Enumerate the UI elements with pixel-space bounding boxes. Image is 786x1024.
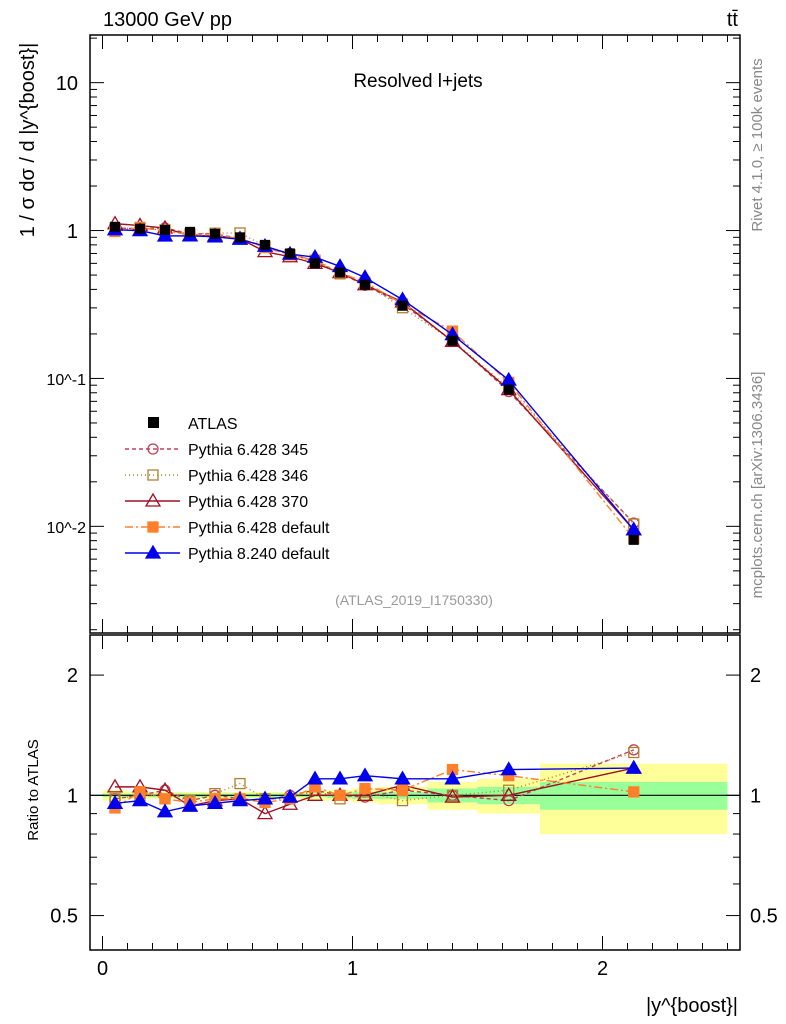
atlas-point	[628, 534, 639, 545]
legend-marker	[144, 492, 162, 507]
data-point	[106, 795, 124, 809]
ratio-frame	[89, 634, 741, 951]
legend-marker	[147, 443, 159, 455]
ratio-ylabel: Ratio to ATLAS	[25, 739, 42, 840]
data-point	[444, 788, 461, 803]
atlas-point	[447, 335, 458, 346]
atlas-point	[285, 248, 295, 259]
ratio-y-tick-label-right: 1	[750, 785, 761, 807]
legend-label: Pythia 6.428 370	[188, 494, 308, 511]
ratio-y-tick-label-right: 0.5	[750, 906, 778, 928]
data-point	[231, 792, 249, 807]
y-tick-label: 10^-2	[46, 520, 86, 537]
data-point	[159, 793, 171, 805]
atlas-point	[397, 300, 408, 311]
data-point	[628, 746, 640, 759]
data-point	[156, 227, 174, 242]
atlas-point	[160, 224, 170, 235]
x-tick-label: 0	[97, 958, 108, 980]
x-tick-label: 1	[347, 958, 358, 980]
ratio-y-tick-label-right: 2	[750, 665, 761, 687]
header-right: tt̄	[727, 9, 739, 31]
chart-title: Resolved l+jets	[353, 71, 482, 92]
data-point	[234, 777, 246, 790]
header-left: 13000 GeV pp	[103, 9, 232, 31]
data-point	[500, 787, 517, 801]
data-point	[334, 789, 346, 801]
atlas-point	[135, 223, 145, 234]
data-point	[356, 787, 374, 801]
atlas-point	[360, 279, 370, 290]
data-point	[156, 803, 174, 818]
y-tick-label: 10	[56, 73, 78, 95]
atlas-point	[235, 232, 245, 243]
legend-label: Pythia 6.428 345	[188, 442, 308, 459]
y-tick-label: 1	[67, 221, 78, 243]
main-ylabel: 1 / σ dσ / d |y^{boost}|	[17, 43, 39, 238]
data-point	[625, 759, 642, 774]
series-line	[114, 226, 635, 540]
data-point	[356, 767, 374, 782]
data-point	[306, 787, 324, 801]
legend-label: Pythia 6.428 default	[188, 520, 330, 537]
legend-marker	[147, 469, 159, 481]
data-point	[396, 784, 409, 796]
atlas-point	[185, 226, 195, 237]
data-point	[628, 786, 640, 798]
ratio-y-tick-label: 0.5	[50, 906, 78, 928]
data-point	[306, 770, 324, 785]
atlas-point	[503, 384, 514, 395]
data-point	[444, 770, 461, 785]
legend-label: Pythia 8.240 default	[188, 546, 330, 563]
data-point	[331, 770, 349, 785]
analysis-label: (ATLAS_2019_I1750330)	[335, 592, 493, 608]
y-tick-label: 10^-1	[46, 372, 86, 389]
data-point	[106, 778, 124, 793]
atlas-point	[260, 239, 270, 250]
legend-label: Pythia 6.428 346	[188, 468, 308, 485]
data-point	[625, 521, 642, 536]
atlas-point	[310, 258, 320, 269]
data-point	[281, 788, 299, 803]
ratio-y-tick-label: 2	[67, 665, 78, 687]
legend-marker	[144, 544, 162, 559]
atlas-point	[210, 228, 220, 239]
ratio-y-tick-label: 1	[67, 785, 78, 807]
rivet-label: Rivet 4.1.0, ≥ 100k events	[749, 58, 766, 231]
data-point	[256, 790, 274, 805]
main-frame	[89, 34, 741, 634]
x-tick-label: 2	[597, 958, 608, 980]
data-point	[256, 805, 274, 820]
legend-marker-atlas	[148, 417, 159, 428]
data-point	[181, 797, 199, 812]
legend-marker	[147, 521, 159, 533]
atlas-point	[335, 267, 345, 278]
atlas-point	[110, 221, 120, 232]
mcplots-label: mcplots.cern.ch [arXiv:1306.3436]	[749, 372, 766, 599]
data-point	[500, 761, 517, 776]
series-line	[114, 749, 635, 802]
data-point	[131, 792, 149, 807]
data-point	[394, 770, 411, 785]
data-point	[206, 795, 224, 809]
xlabel: |y^{boost}|	[646, 995, 738, 1017]
data-point	[359, 782, 371, 795]
legend-label: ATLAS	[188, 416, 238, 433]
